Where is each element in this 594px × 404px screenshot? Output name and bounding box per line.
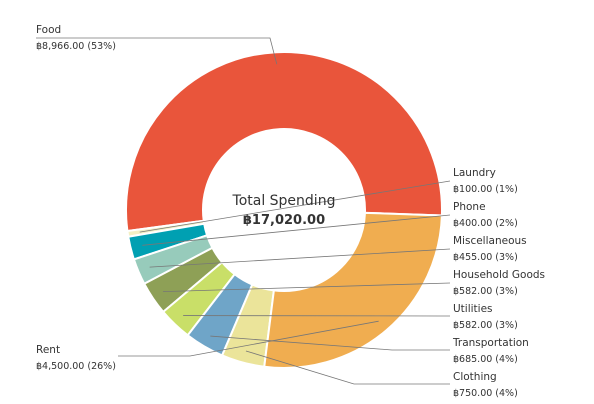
leader-line-clothing <box>245 350 450 385</box>
leader-line-laundry <box>139 180 451 233</box>
leader-line-rent <box>118 320 379 357</box>
label-value-household-goods: ฿582.00 (3%) <box>453 286 518 297</box>
slice-labels: Food ฿8,966.00 (53%) Laundry ฿100.00 (1%) Ph… <box>36 24 545 399</box>
label-name-clothing: Clothing <box>453 371 497 383</box>
label-name-food: Food <box>36 24 61 36</box>
label-value-miscellaneous: ฿455.00 (3%) <box>453 252 518 263</box>
center-title: Total Spending <box>232 193 336 209</box>
label-name-rent: Rent <box>36 344 60 356</box>
leader-line-food <box>36 37 278 65</box>
label-name-miscellaneous: Miscellaneous <box>453 235 527 247</box>
label-name-laundry: Laundry <box>453 167 496 179</box>
label-value-clothing: ฿750.00 (4%) <box>453 388 518 399</box>
label-value-transportation: ฿685.00 (4%) <box>453 354 518 365</box>
center-total: ฿17,020.00 <box>243 213 325 228</box>
label-name-household-goods: Household Goods <box>453 269 545 281</box>
leader-lines <box>36 37 451 385</box>
slice-food[interactable] <box>125 51 443 233</box>
leader-line-phone <box>142 214 451 246</box>
leader-line-miscellaneous <box>149 248 451 268</box>
label-value-utilities: ฿582.00 (3%) <box>453 320 518 331</box>
label-value-laundry: ฿100.00 (1%) <box>453 184 518 195</box>
leader-line-household-goods <box>162 282 451 293</box>
slice-rent[interactable] <box>263 211 443 369</box>
label-name-utilities: Utilities <box>453 303 493 315</box>
label-value-food: ฿8,966.00 (53%) <box>36 41 116 52</box>
label-name-transportation: Transportation <box>452 337 529 349</box>
donut-slices <box>125 51 443 369</box>
label-name-phone: Phone <box>453 201 486 213</box>
label-value-rent: ฿4,500.00 (26%) <box>36 361 116 372</box>
label-value-phone: ฿400.00 (2%) <box>453 218 518 229</box>
